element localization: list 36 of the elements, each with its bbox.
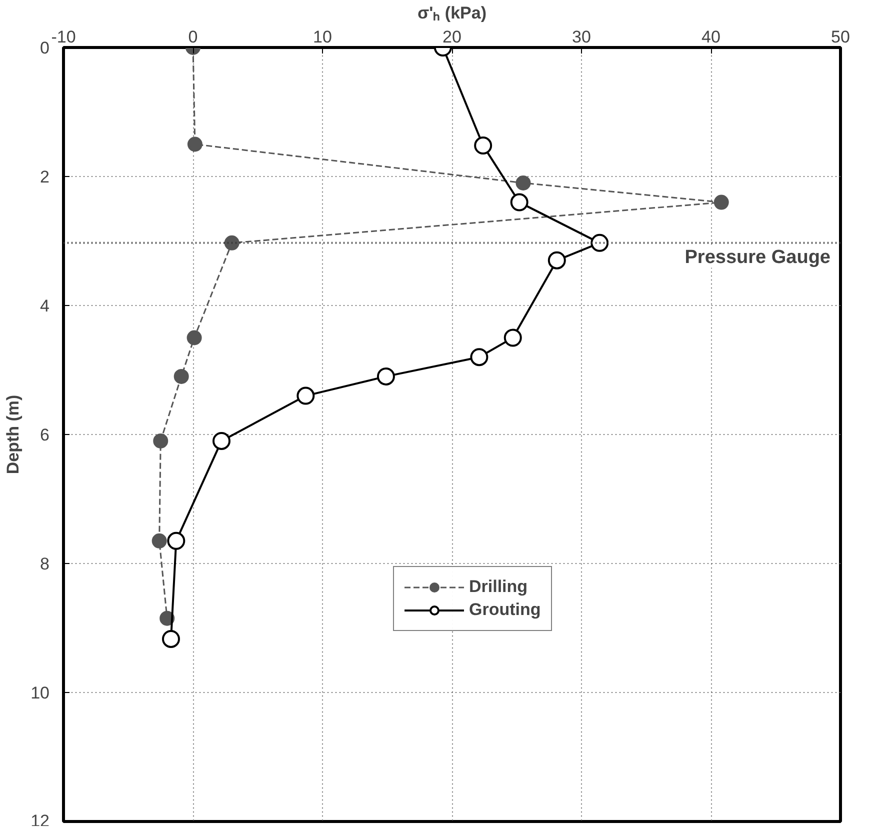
y-tick-label: 10 [30,684,50,702]
point [152,533,167,548]
point [212,432,230,450]
x-tick-label: 0 [188,28,198,46]
point [548,251,566,270]
point [186,330,202,346]
point [470,348,488,366]
y-tick-label: 6 [40,426,50,444]
point [296,386,315,405]
x-tick-label: 10 [313,28,332,46]
point [153,433,168,448]
ref-line-label: Pressure Gauge [684,246,831,268]
point [714,194,729,210]
point [162,630,180,648]
point [474,136,492,155]
point [224,235,240,250]
point [187,136,202,152]
point [504,328,522,347]
x-tick-label: -10 [51,28,76,46]
point [510,193,528,212]
point [516,175,531,190]
x-tick-label: 20 [442,28,462,46]
y-axis-title: Depth (m) [4,394,23,474]
x-axis-title: σ'ₕ (kPa) [418,4,486,22]
y-tick-label: 8 [40,554,50,574]
point [167,532,186,550]
x-tick-label: 40 [702,28,720,46]
x-tick-label: 50 [831,28,850,46]
y-tick-label: 4 [40,296,50,316]
legend-label: Drilling [469,577,528,597]
point [376,367,395,386]
point [174,368,189,384]
point [590,234,609,252]
x-tick-label: 30 [572,28,591,46]
y-tick-label: 2 [40,168,50,186]
legend-label: Grouting [469,600,541,620]
